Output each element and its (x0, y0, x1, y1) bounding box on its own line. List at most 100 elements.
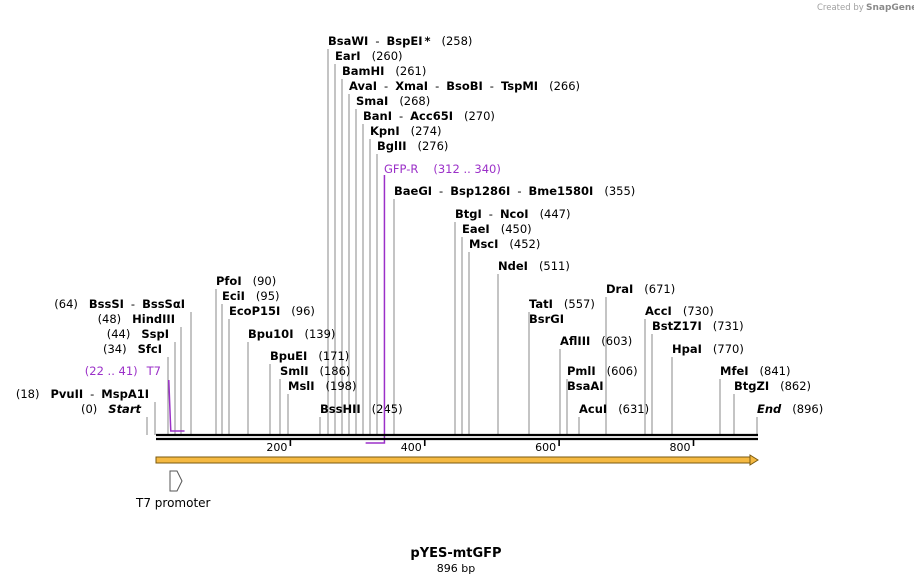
site-label-eaei[interactable]: EaeI (450) (462, 222, 532, 236)
site-pfoi-part: (90) (253, 274, 277, 288)
site-label-bsshii[interactable]: BssHII (245) (320, 402, 403, 416)
t7-promoter-arrow[interactable] (169, 470, 183, 492)
site-bsawi-part: - (375, 34, 379, 48)
site-label-baegi[interactable]: BaeGI - Bsp1286I - Bme1580I (355) (394, 184, 635, 198)
site-hpai-part: (770) (713, 342, 744, 356)
site-label-afliii[interactable]: AflIII (603) (560, 334, 632, 348)
site-bani-part: Acc65I (410, 109, 453, 123)
primer-gfp-r-range: (312 .. 340) (433, 162, 501, 176)
site-msli-part: (198) (326, 379, 357, 393)
site-label-bpu10i[interactable]: Bpu10I (139) (248, 327, 335, 341)
orf-feature-bar[interactable] (155, 456, 751, 464)
map-title: pYES-mtGFP (410, 546, 501, 561)
site-baegi-part: Bsp1286I (450, 184, 510, 198)
site-label-bglii[interactable]: BglII (276) (377, 139, 448, 153)
site-ecii-part: (95) (256, 289, 280, 303)
site-acui-part: (631) (618, 402, 649, 416)
site-avai-part: XmaI (395, 79, 428, 93)
site-label-sfci[interactable]: (34) SfcI (103, 342, 162, 356)
site-label-tati[interactable]: TatI (557) (529, 297, 595, 311)
site-sfci-part: SfcI (138, 342, 162, 356)
site-label-msci[interactable]: MscI (452) (469, 237, 540, 251)
site-drai-part: DraI (606, 282, 633, 296)
site-bsawi-part: BspEI (387, 34, 423, 48)
site-label-acui[interactable]: AcuI (631) (579, 402, 649, 416)
site-label-smai[interactable]: SmaI (268) (356, 94, 430, 108)
site-label-pvuii[interactable]: (18) PvuII - MspA1I (16, 387, 149, 401)
site-msci-part: (452) (509, 237, 540, 251)
site-bsssi-part: (64) (54, 297, 78, 311)
orf-feature-arrowhead[interactable] (749, 454, 759, 466)
site-label-kpni[interactable]: KpnI (274) (370, 124, 442, 138)
site-label-ecii[interactable]: EciI (95) (222, 289, 280, 303)
site-label-hindiii[interactable]: (48) HindIII (98, 312, 175, 326)
site-btgi-part: - (489, 207, 493, 221)
site-label-msli[interactable]: MslI (198) (288, 379, 356, 393)
site-end-part: End (757, 402, 782, 416)
site-start-part: (0) (81, 402, 97, 416)
site-acci-part: (730) (683, 304, 714, 318)
site-bglii-part: BglII (377, 139, 407, 153)
site-pvuii-part: - (90, 387, 94, 401)
site-label-eari[interactable]: EarI (260) (335, 49, 403, 63)
primer-t7-arrow[interactable] (168, 379, 185, 432)
primer-t7-label[interactable]: (22 .. 41) T7 (85, 364, 161, 378)
credit-text: Created by (817, 3, 864, 13)
site-bamhi-part: (261) (395, 64, 426, 78)
site-label-end[interactable]: End (896) (757, 402, 823, 416)
site-ndei-part: NdeI (498, 259, 528, 273)
site-pvuii-part: MspA1I (101, 387, 149, 401)
site-label-bsawi[interactable]: BsaWI - BspEI * (258) (328, 34, 472, 48)
site-label-start[interactable]: (0) Start (81, 402, 142, 416)
site-label-mfei[interactable]: MfeI (841) (720, 364, 790, 378)
site-drai-part: (671) (644, 282, 675, 296)
site-label-btgi[interactable]: BtgI - NcoI (447) (455, 207, 571, 221)
site-label-drai[interactable]: DraI (671) (606, 282, 675, 296)
site-label-hpai[interactable]: HpaI (770) (672, 342, 744, 356)
site-label-pfoi[interactable]: PfoI (90) (216, 274, 276, 288)
site-label-pmli[interactable]: PmlI (606) (567, 364, 638, 378)
site-label-bsrgi[interactable]: BsrGI (529, 312, 564, 326)
site-ecop15i-part: (96) (291, 304, 315, 318)
site-label-btgzi[interactable]: BtgZI (862) (734, 379, 811, 393)
tick-label-400: 400 (401, 441, 422, 454)
site-label-bpuei[interactable]: BpuEI (171) (270, 349, 349, 363)
site-tati-part: (557) (564, 297, 595, 311)
site-label-ecop15i[interactable]: EcoP15I (96) (229, 304, 315, 318)
site-eaei-part: EaeI (462, 222, 490, 236)
site-bsshii-part: (245) (372, 402, 403, 416)
site-pvuii-part: (18) (16, 387, 40, 401)
site-bsaai-part: BsaAI (567, 379, 604, 393)
site-label-bsaai[interactable]: BsaAI (567, 379, 604, 393)
site-smai-part: SmaI (356, 94, 388, 108)
site-end-part: (896) (792, 402, 823, 416)
site-bpu10i-part: (139) (304, 327, 335, 341)
site-label-sspi[interactable]: (44) SspI (107, 327, 169, 341)
site-label-ndei[interactable]: NdeI (511) (498, 259, 570, 273)
site-avai-part: (266) (549, 79, 580, 93)
site-label-avai[interactable]: AvaI - XmaI - BsoBI - TspMI (266) (349, 79, 580, 93)
site-smai-part: (268) (399, 94, 430, 108)
site-label-acci[interactable]: AccI (730) (645, 304, 714, 318)
site-eari-part: EarI (335, 49, 361, 63)
site-bpuei-part: (171) (318, 349, 349, 363)
primer-gfp-r-label[interactable]: GFP-R (312 .. 340) (384, 162, 501, 176)
site-avai-part: - (384, 79, 388, 93)
site-label-bani[interactable]: BanI - Acc65I (270) (363, 109, 495, 123)
site-bsawi-part: (258) (442, 34, 473, 48)
site-labels: (0) Start(18) PvuII - MspA1I (34) SfcI(44) SspI… (16, 34, 823, 416)
site-bani-part: - (399, 109, 403, 123)
site-label-smli[interactable]: SmlI (186) (280, 364, 350, 378)
site-label-bamhi[interactable]: BamHI (261) (342, 64, 426, 78)
site-bsawi-part: BsaWI (328, 34, 368, 48)
site-label-bstz17i[interactable]: BstZ17I (731) (652, 319, 744, 333)
site-bani-part: BanI (363, 109, 392, 123)
tick-label-200: 200 (266, 441, 287, 454)
site-label-bsssi[interactable]: (64) BssSI - BssSαI (54, 297, 185, 311)
site-acci-part: AccI (645, 304, 672, 318)
site-smli-part: SmlI (280, 364, 309, 378)
site-bsssi-part: BssSI (89, 297, 124, 311)
site-smli-part: (186) (320, 364, 351, 378)
primer-gfp-r-arrow[interactable] (365, 175, 386, 444)
